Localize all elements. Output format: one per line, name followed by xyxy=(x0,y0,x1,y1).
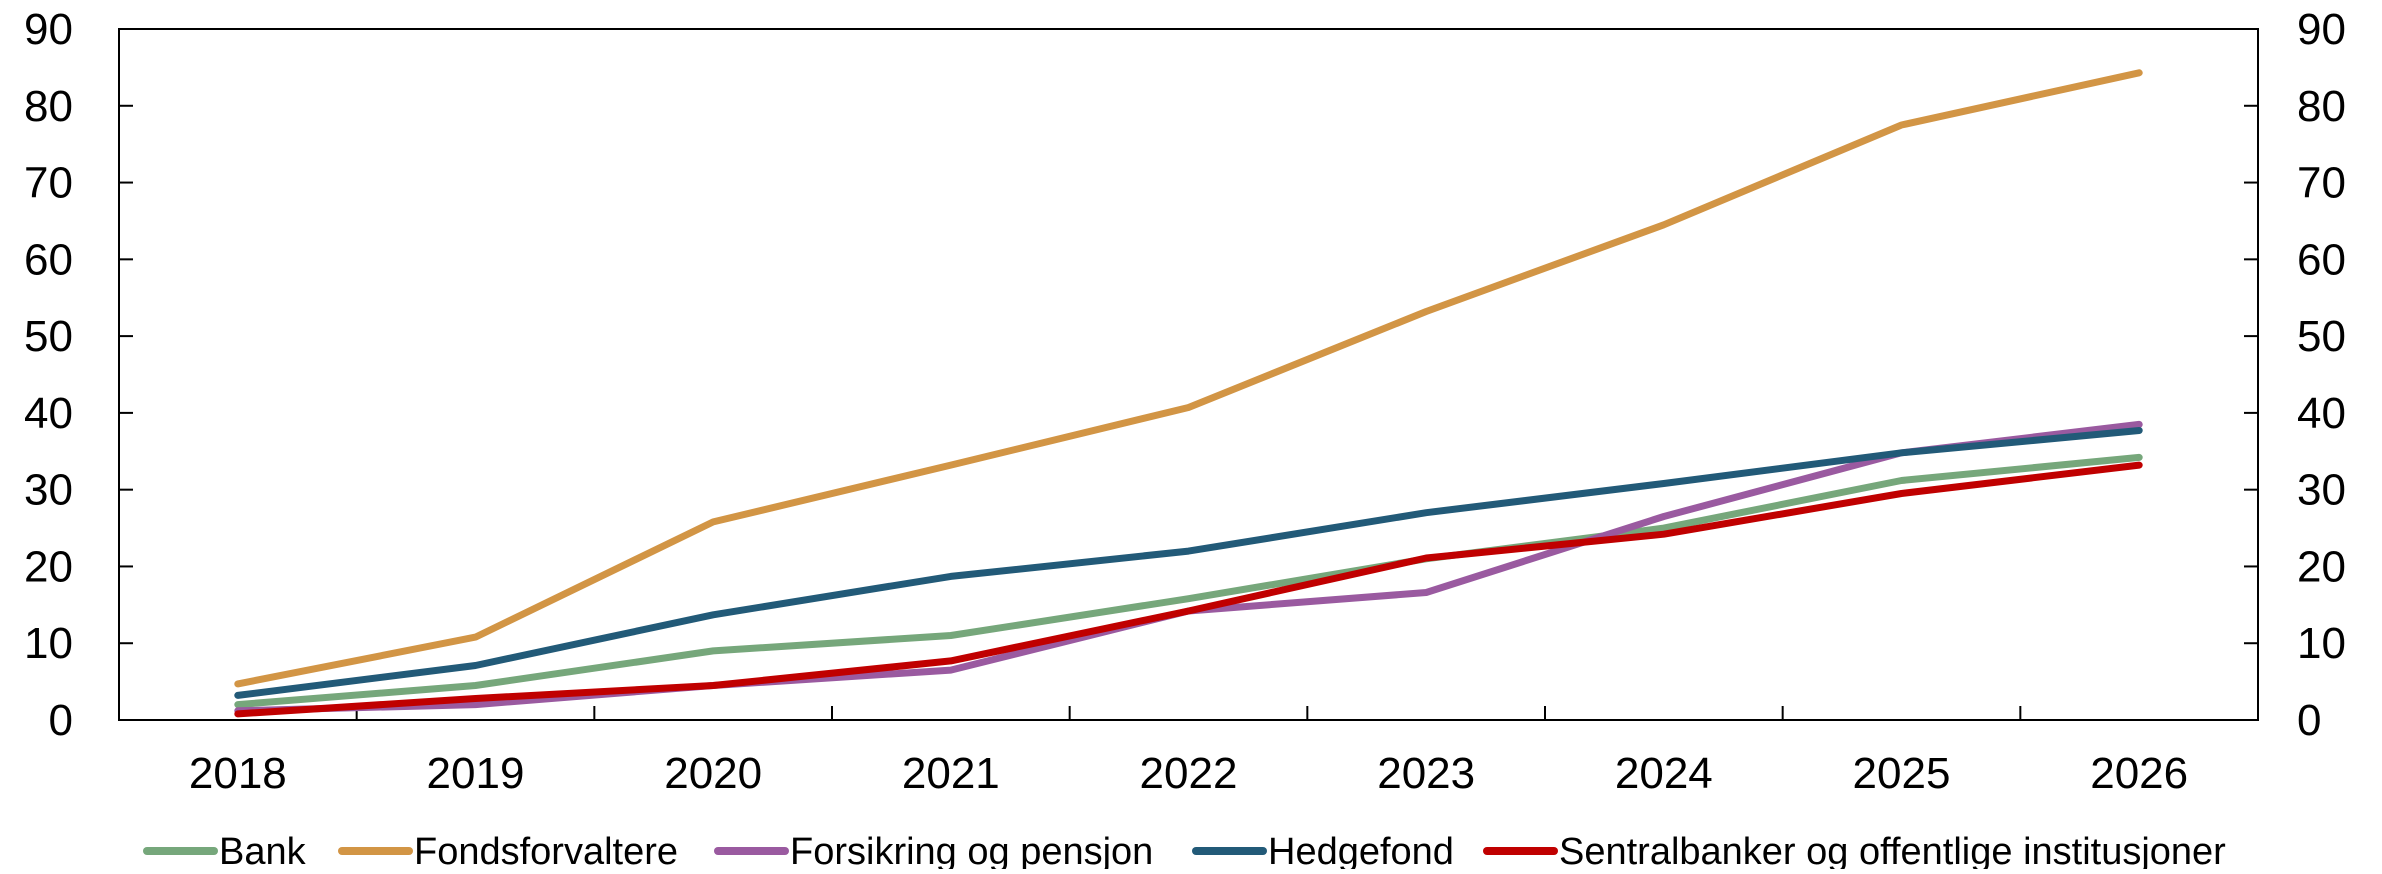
legend-label-forsikring-og-pensjon: Forsikring og pensjon xyxy=(790,831,1153,869)
y-tick-label-left: 80 xyxy=(24,82,73,131)
legend-label-bank: Bank xyxy=(219,831,307,869)
legend-label-sentralbanker-og-offentlige-institusjoner: Sentralbanker og offentlige institusjone… xyxy=(1559,831,2226,869)
x-tick-label: 2023 xyxy=(1377,749,1475,798)
y-tick-label-right: 10 xyxy=(2297,619,2346,668)
x-tick-label: 2019 xyxy=(427,749,525,798)
series-line-hedgefond xyxy=(234,427,2143,699)
y-tick-label-left: 90 xyxy=(24,5,73,54)
y-tick-label-left: 20 xyxy=(24,542,73,591)
y-tick-label-right: 70 xyxy=(2297,159,2346,208)
x-tick-label: 2020 xyxy=(664,749,762,798)
x-tick-label: 2018 xyxy=(189,749,287,798)
y-tick-label-right: 40 xyxy=(2297,389,2346,438)
y-tick-label-left: 50 xyxy=(24,312,73,361)
y-tick-label-right: 60 xyxy=(2297,235,2346,284)
legend-label-hedgefond: Hedgefond xyxy=(1268,831,1454,869)
y-tick-label-right: 80 xyxy=(2297,82,2346,131)
series-line-bank xyxy=(234,453,2143,709)
series-line-sentralbanker-og-offentlige-institusjoner xyxy=(234,461,2143,718)
x-tick-label: 2021 xyxy=(902,749,1000,798)
y-tick-label-right: 30 xyxy=(2297,466,2346,515)
y-tick-label-left: 70 xyxy=(24,159,73,208)
x-tick-label: 2026 xyxy=(2090,749,2188,798)
y-tick-label-right: 0 xyxy=(2297,696,2321,745)
y-tick-label-left: 10 xyxy=(24,619,73,668)
x-tick-label: 2025 xyxy=(1853,749,1951,798)
y-tick-label-left: 40 xyxy=(24,389,73,438)
series-lines xyxy=(234,69,2143,718)
x-tick-label: 2024 xyxy=(1615,749,1713,798)
y-tick-label-right: 50 xyxy=(2297,312,2346,361)
y-tick-label-left: 60 xyxy=(24,235,73,284)
plot-frame xyxy=(118,28,2259,721)
y-tick-label-left: 0 xyxy=(49,696,73,745)
series-line-forsikring-og-pensjon xyxy=(234,420,2143,715)
legend: Bank Fondsforvaltere Forsikring og pensjon… xyxy=(143,831,2226,873)
series-line-fondsforvaltere xyxy=(234,69,2143,688)
legend-label-fondsforvaltere: Fondsforvaltere xyxy=(414,831,678,869)
x-tick-label: 2022 xyxy=(1140,749,1238,798)
y-tick-label-right: 20 xyxy=(2297,542,2346,591)
y-tick-label-right: 90 xyxy=(2297,5,2346,54)
y-tick-label-left: 30 xyxy=(24,466,73,515)
